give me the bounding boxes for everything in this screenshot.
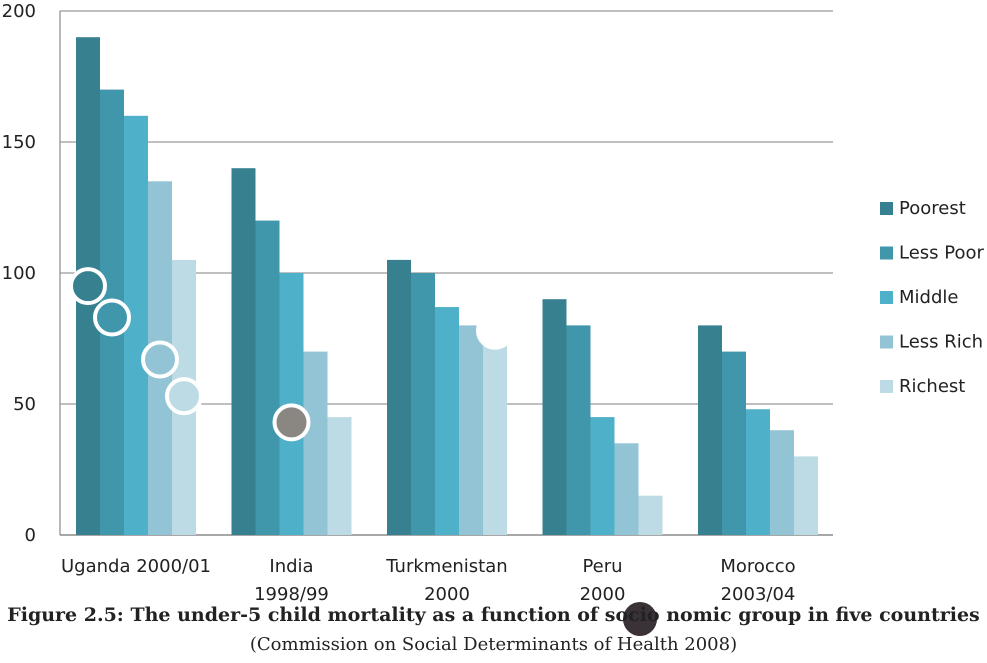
x-category-label: Turkmenistan (385, 556, 507, 577)
bar (459, 325, 483, 535)
bar (303, 351, 328, 535)
bar (483, 338, 507, 535)
point-marker (69, 267, 107, 306)
overlay-dot (623, 602, 657, 636)
legend-swatch (880, 335, 893, 349)
x-axis-labels: Uganda 2000/01 India 1998/99 Turkmenistan 20… (61, 556, 796, 605)
y-axis-ticks: 0 50 100 150 200 (2, 1, 36, 546)
bar (435, 307, 459, 535)
bars (76, 37, 818, 536)
y-tick-label: 50 (13, 394, 36, 415)
point-marker (476, 311, 514, 350)
point-marker (141, 340, 179, 379)
bar (722, 351, 746, 535)
legend-label: Poorest (899, 198, 966, 219)
legend-label: Richest (899, 376, 965, 397)
y-tick-label: 200 (2, 1, 36, 22)
y-tick-label: 150 (2, 132, 36, 153)
x-category-label: 1998/99 (254, 584, 329, 605)
bar (566, 325, 591, 535)
bar (542, 299, 567, 535)
point-marker (272, 403, 311, 442)
bar (638, 495, 663, 535)
figure-caption-source: (Commission on Social Determinants of He… (249, 634, 738, 655)
x-category-label: Uganda 2000/01 (61, 556, 211, 577)
y-tick-label: 100 (2, 263, 36, 284)
bar (590, 417, 615, 535)
x-category-label: India (269, 556, 313, 577)
x-category-label: 2000 (424, 584, 470, 605)
legend-swatch (880, 202, 893, 215)
bar (794, 456, 818, 535)
legend-label: Middle (899, 287, 958, 308)
legend-label: Less Rich (899, 332, 983, 353)
figure-caption-title: Figure 2.5: The under-5 child mortality … (7, 604, 980, 626)
x-category-label: 2000 (580, 584, 626, 605)
legend-swatch (880, 291, 893, 304)
bar (746, 409, 770, 535)
legend: Poorest Less Poor Middle Less Rich Richest (880, 198, 985, 397)
legend-swatch (880, 246, 893, 260)
y-tick-label: 0 (25, 525, 36, 546)
bar (698, 325, 722, 535)
x-category-label: Peru (582, 556, 622, 577)
bar (614, 443, 639, 535)
point-marker (165, 377, 203, 416)
point-markers (69, 267, 514, 442)
bar (387, 259, 411, 535)
x-category-label: 2003/04 (721, 584, 796, 605)
bar (327, 417, 352, 535)
bar (770, 430, 794, 535)
legend-label: Less Poor (899, 243, 985, 264)
bar (231, 168, 256, 535)
x-category-label: Morocco (720, 556, 795, 577)
bar (255, 220, 280, 535)
bar (411, 273, 435, 535)
point-marker (93, 298, 131, 337)
legend-swatch (880, 380, 893, 393)
